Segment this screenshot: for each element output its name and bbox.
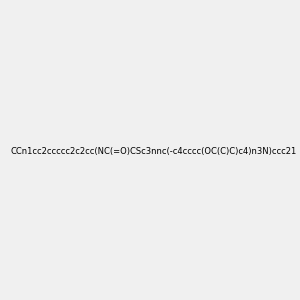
Text: CCn1cc2ccccc2c2cc(NC(=O)CSc3nnc(-c4cccc(OC(C)C)c4)n3N)ccc21: CCn1cc2ccccc2c2cc(NC(=O)CSc3nnc(-c4cccc(… <box>11 147 297 156</box>
